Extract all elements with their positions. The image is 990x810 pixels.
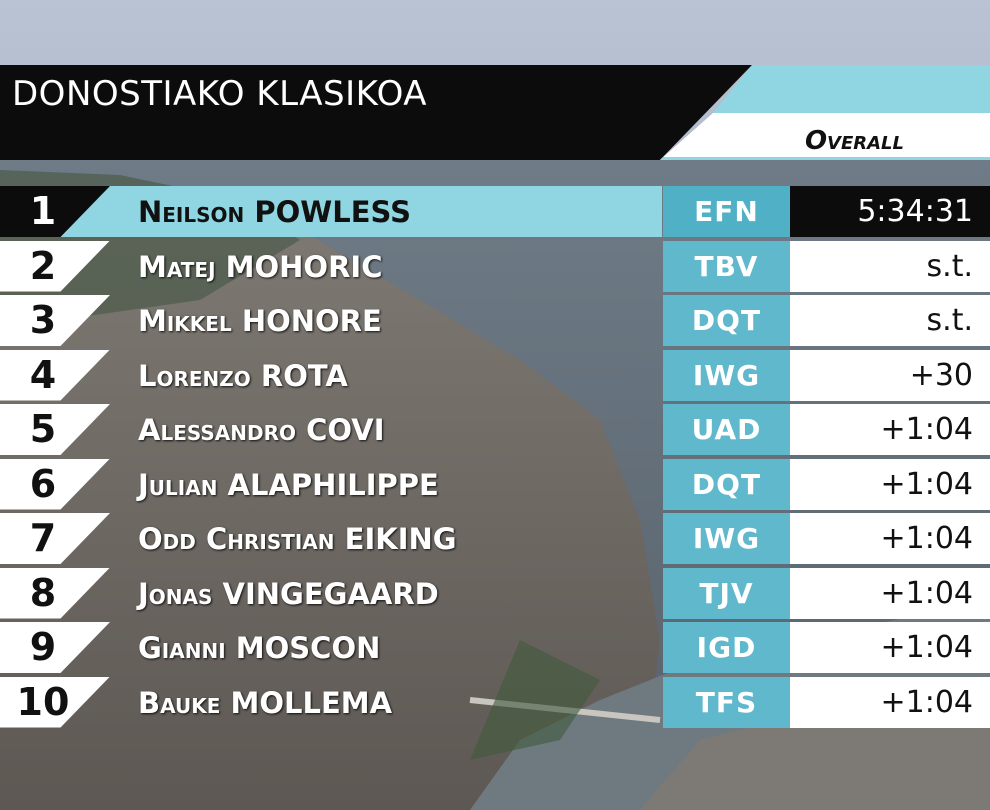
rider-name: Mikkel HONORE [138, 295, 382, 346]
result-row-1: 1 Neilson POWLESS EFN 5:34:31 [0, 186, 990, 237]
rider-last-name: MOHORIC [225, 249, 383, 284]
team-code: DQT [663, 295, 790, 346]
race-title: DONOSTIAKO KLASIKOA [12, 74, 428, 114]
rider-time: 5:34:31 [790, 186, 990, 237]
position-number: 4 [29, 352, 57, 397]
position-number: 7 [29, 516, 57, 560]
rider-first-name: Julian [138, 467, 218, 502]
result-row-2: 2 Matej MOHORIC TBV s.t. [0, 240, 990, 292]
rider-last-name: EIKING [344, 522, 457, 556]
result-row-7: 7 Odd Christian EIKING IWG +1:04 [0, 513, 990, 564]
rider-last-name: ALAPHILIPPE [227, 467, 439, 502]
result-row-8: 8 Jonas VINGEGAARD TJV +1:04 [0, 567, 990, 619]
rider-first-name: Alessandro [138, 413, 296, 447]
position-number: 2 [29, 243, 57, 288]
rider-time: +1:04 [790, 676, 990, 728]
result-row-9: 9 Gianni MOSCON IGD +1:04 [0, 622, 990, 673]
position-number: 3 [29, 298, 57, 342]
rider-time: s.t. [790, 295, 990, 346]
rider-name: Bauke MOLLEMA [138, 677, 392, 728]
position-number: 8 [29, 570, 57, 615]
team-code: IWG [663, 513, 790, 564]
result-row-6: 6 Julian ALAPHILIPPE DQT +1:04 [0, 458, 990, 510]
rider-first-name: Bauke [138, 685, 221, 720]
rider-name: Julian ALAPHILIPPE [138, 459, 439, 510]
position-number: 9 [29, 625, 57, 669]
rider-last-name: ROTA [260, 358, 348, 393]
team-code: UAD [663, 404, 790, 455]
team-code: IWG [663, 349, 790, 401]
rider-last-name: HONORE [241, 304, 382, 338]
result-row-5: 5 Alessandro COVI UAD +1:04 [0, 404, 990, 455]
results-table: 1 Neilson POWLESS EFN 5:34:31 2 Matej MO… [0, 186, 990, 731]
rider-time: +30 [790, 349, 990, 401]
position-number: 1 [29, 189, 57, 233]
rider-name: Jonas VINGEGAARD [138, 568, 439, 619]
rider-name: Odd Christian EIKING [138, 513, 457, 564]
header-banner [0, 65, 990, 160]
rider-name: Matej MOHORIC [138, 241, 382, 292]
rider-last-name: POWLESS [254, 195, 412, 229]
rider-time: +1:04 [790, 567, 990, 619]
position-number: 6 [29, 461, 57, 506]
rider-first-name: Gianni [138, 631, 226, 665]
classification-label: Overall [804, 126, 904, 156]
position-number: 10 [16, 679, 70, 724]
rider-name: Gianni MOSCON [138, 622, 380, 673]
rider-time: +1:04 [790, 513, 990, 564]
leader-highlight [60, 186, 662, 237]
rider-time: +1:04 [790, 404, 990, 455]
team-code: DQT [663, 458, 790, 510]
rider-last-name: VINGEGAARD [222, 576, 439, 611]
rider-first-name: Odd Christian [138, 522, 335, 556]
rider-last-name: MOLLEMA [230, 685, 393, 720]
rider-name: Neilson POWLESS [138, 186, 411, 237]
rider-name: Alessandro COVI [138, 404, 384, 455]
rider-first-name: Mikkel [138, 304, 232, 338]
position-number: 5 [29, 407, 57, 451]
team-code: TJV [663, 567, 790, 619]
rider-name: Lorenzo ROTA [138, 350, 348, 401]
team-code: TFS [663, 676, 790, 728]
result-row-10: 10 Bauke MOLLEMA TFS +1:04 [0, 676, 990, 728]
rider-time: s.t. [790, 240, 990, 292]
rider-time: +1:04 [790, 458, 990, 510]
rider-first-name: Matej [138, 249, 216, 284]
rider-last-name: MOSCON [235, 631, 381, 665]
rider-last-name: COVI [306, 413, 385, 447]
team-code: IGD [663, 622, 790, 673]
rider-first-name: Jonas [138, 576, 213, 611]
rider-first-name: Neilson [138, 195, 245, 229]
team-code: TBV [663, 240, 790, 292]
team-code: EFN [663, 186, 790, 237]
result-row-4: 4 Lorenzo ROTA IWG +30 [0, 349, 990, 401]
rider-time: +1:04 [790, 622, 990, 673]
rider-first-name: Lorenzo [138, 358, 251, 393]
result-row-3: 3 Mikkel HONORE DQT s.t. [0, 295, 990, 346]
